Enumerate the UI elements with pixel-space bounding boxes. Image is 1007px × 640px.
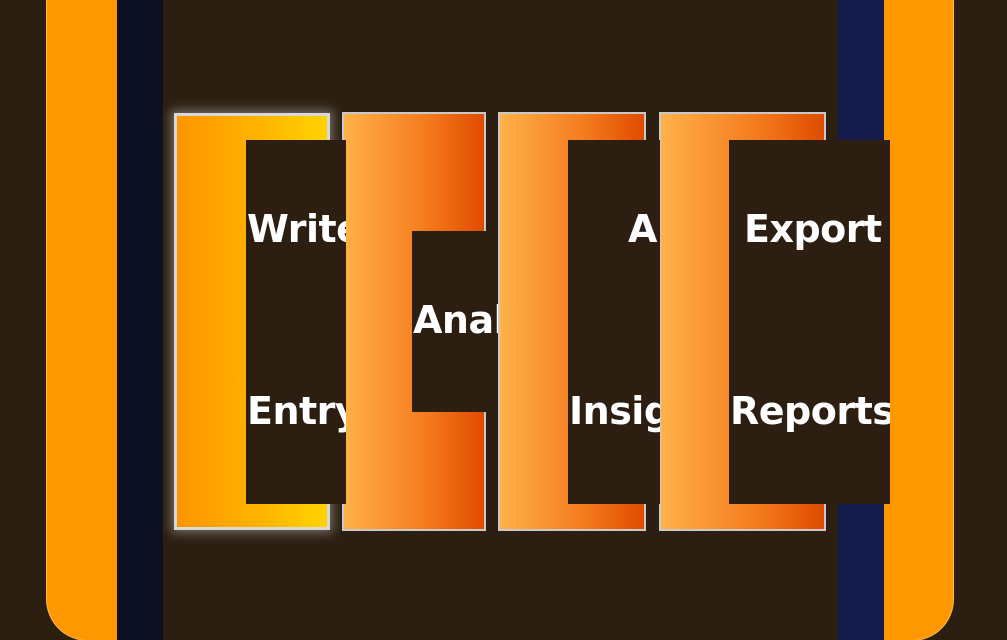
step-label-line2: Reports — [730, 389, 890, 433]
step-label-area-insights: A Insig — [568, 140, 660, 504]
step-label-area-analyze: Anal — [412, 231, 498, 412]
left-rail — [117, 0, 163, 640]
step-label-line1: A — [628, 207, 657, 251]
step-label-line1: Anal — [413, 298, 498, 342]
step-label-line1: Export — [744, 207, 882, 251]
step-label-line1: Write — [247, 207, 346, 251]
step-label-line2: Entry — [247, 389, 346, 433]
step-label-line2: Insig — [569, 389, 660, 433]
step-label-area-export-reports: Export Reports — [729, 140, 890, 504]
step-label-area-write-entry: Write Entry — [246, 140, 346, 504]
